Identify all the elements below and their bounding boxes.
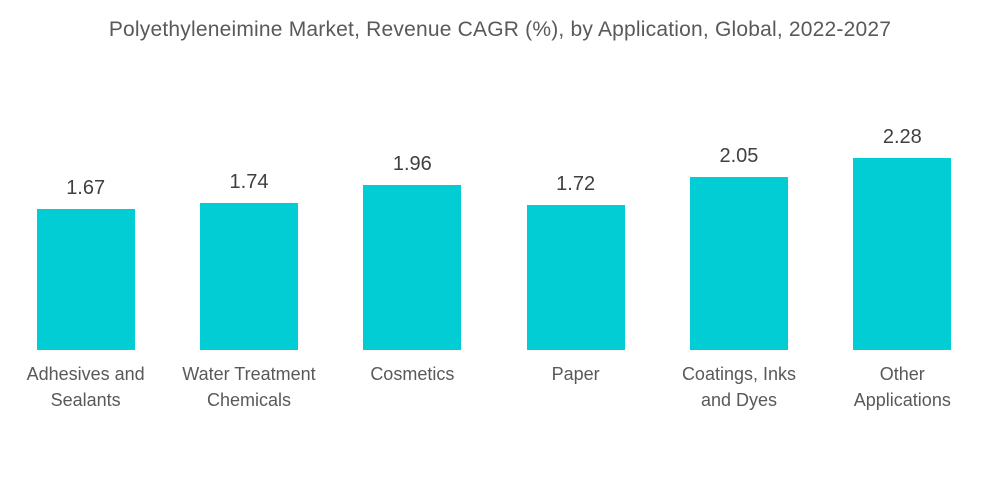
chart-title: Polyethyleneimine Market, Revenue CAGR (…: [108, 18, 892, 41]
bar-stack: 2.28: [853, 120, 952, 350]
value-label: 1.72: [556, 173, 596, 195]
bar-column: 1.74 Water Treatment Chemicals: [167, 120, 330, 413]
category-label: Paper: [551, 364, 600, 384]
bar-column: 1.96 Cosmetics: [331, 120, 494, 387]
category-label: Cosmetics: [370, 364, 455, 384]
category-label: Other Applications: [853, 364, 951, 410]
value-label: 2.05: [719, 145, 759, 168]
category-label: Water Treatment Chemicals: [182, 364, 316, 410]
category-label: Coatings, Inks and Dyes: [681, 364, 796, 410]
value-label: 1.67: [66, 177, 106, 200]
bar-column: 2.28 Other Applications: [821, 120, 984, 413]
bar: [526, 205, 625, 350]
value-label: 1.96: [392, 152, 432, 175]
plot-area: 1.67 Adhesives and Sealants 1.74 Water T…: [4, 120, 984, 413]
bar-stack: 1.96: [363, 120, 462, 350]
bar-stack: 1.67: [36, 120, 135, 350]
bar-column: 1.72 Paper: [494, 120, 657, 387]
value-label: 2.28: [882, 125, 922, 148]
bar: [199, 203, 298, 350]
bar-stack: 2.05: [689, 120, 788, 350]
bar: [363, 184, 462, 350]
bar-stack: 1.74: [199, 120, 298, 350]
bar: [689, 177, 788, 350]
bar-column: 2.05 Coatings, Inks and Dyes: [657, 120, 820, 413]
bar: [853, 157, 952, 350]
bar: [36, 209, 135, 350]
bar-stack: 1.72: [526, 120, 625, 350]
bar-column: 1.67 Adhesives and Sealants: [4, 120, 167, 413]
value-label: 1.74: [229, 171, 269, 194]
category-label: Adhesives and Sealants: [26, 364, 145, 410]
